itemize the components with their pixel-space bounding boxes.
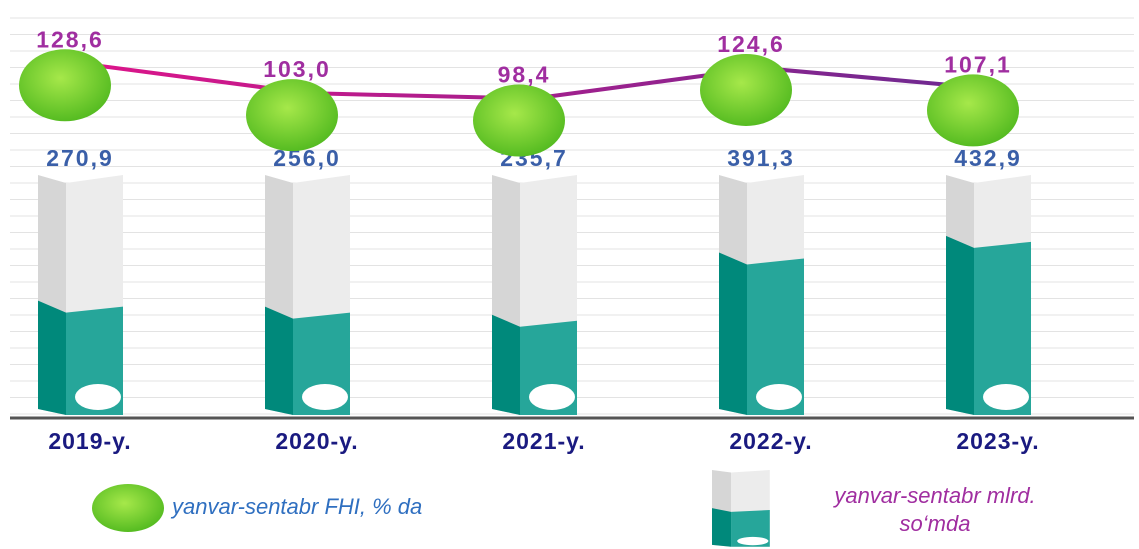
value-label: 124,6	[717, 31, 785, 57]
column-dot	[737, 536, 769, 546]
value-label: 128,6	[36, 26, 104, 52]
column-dot	[529, 384, 575, 410]
bar-side	[712, 508, 732, 547]
column-dot	[756, 384, 802, 410]
value-label: 432,9	[954, 145, 1022, 171]
x-tick-label: 2021-y.	[502, 428, 585, 454]
bar-side	[719, 252, 747, 415]
bar-side	[38, 300, 66, 415]
value-label: 391,3	[727, 145, 795, 171]
legend-label: yanvar-sentabr FHI, % da	[170, 494, 422, 519]
bubble	[19, 49, 111, 122]
value-label: 103,0	[263, 56, 331, 82]
value-label: 270,9	[46, 145, 114, 171]
bar-side	[492, 314, 520, 415]
value-label: 107,1	[944, 51, 1012, 77]
value-label: 98,4	[498, 62, 551, 88]
x-tick-label: 2023-y.	[956, 428, 1039, 454]
column-dot	[983, 384, 1029, 410]
legend-label: yanvar-sentabr mlrd. so‘mda	[834, 483, 1036, 536]
column-dot	[75, 384, 121, 410]
x-tick-label: 2020-y.	[275, 428, 358, 454]
bar-side	[946, 235, 974, 415]
x-tick-label: 2022-y.	[729, 428, 812, 454]
bubble	[700, 53, 792, 126]
column-dot	[302, 384, 348, 410]
bubble	[473, 84, 565, 157]
bar	[974, 241, 1031, 415]
x-tick-label: 2019-y.	[48, 428, 131, 454]
bubble	[927, 74, 1019, 147]
legend-swatch	[712, 470, 770, 547]
bar	[747, 258, 804, 415]
bar-side	[265, 306, 293, 415]
bubble	[246, 79, 338, 152]
legend-swatch	[92, 484, 164, 532]
